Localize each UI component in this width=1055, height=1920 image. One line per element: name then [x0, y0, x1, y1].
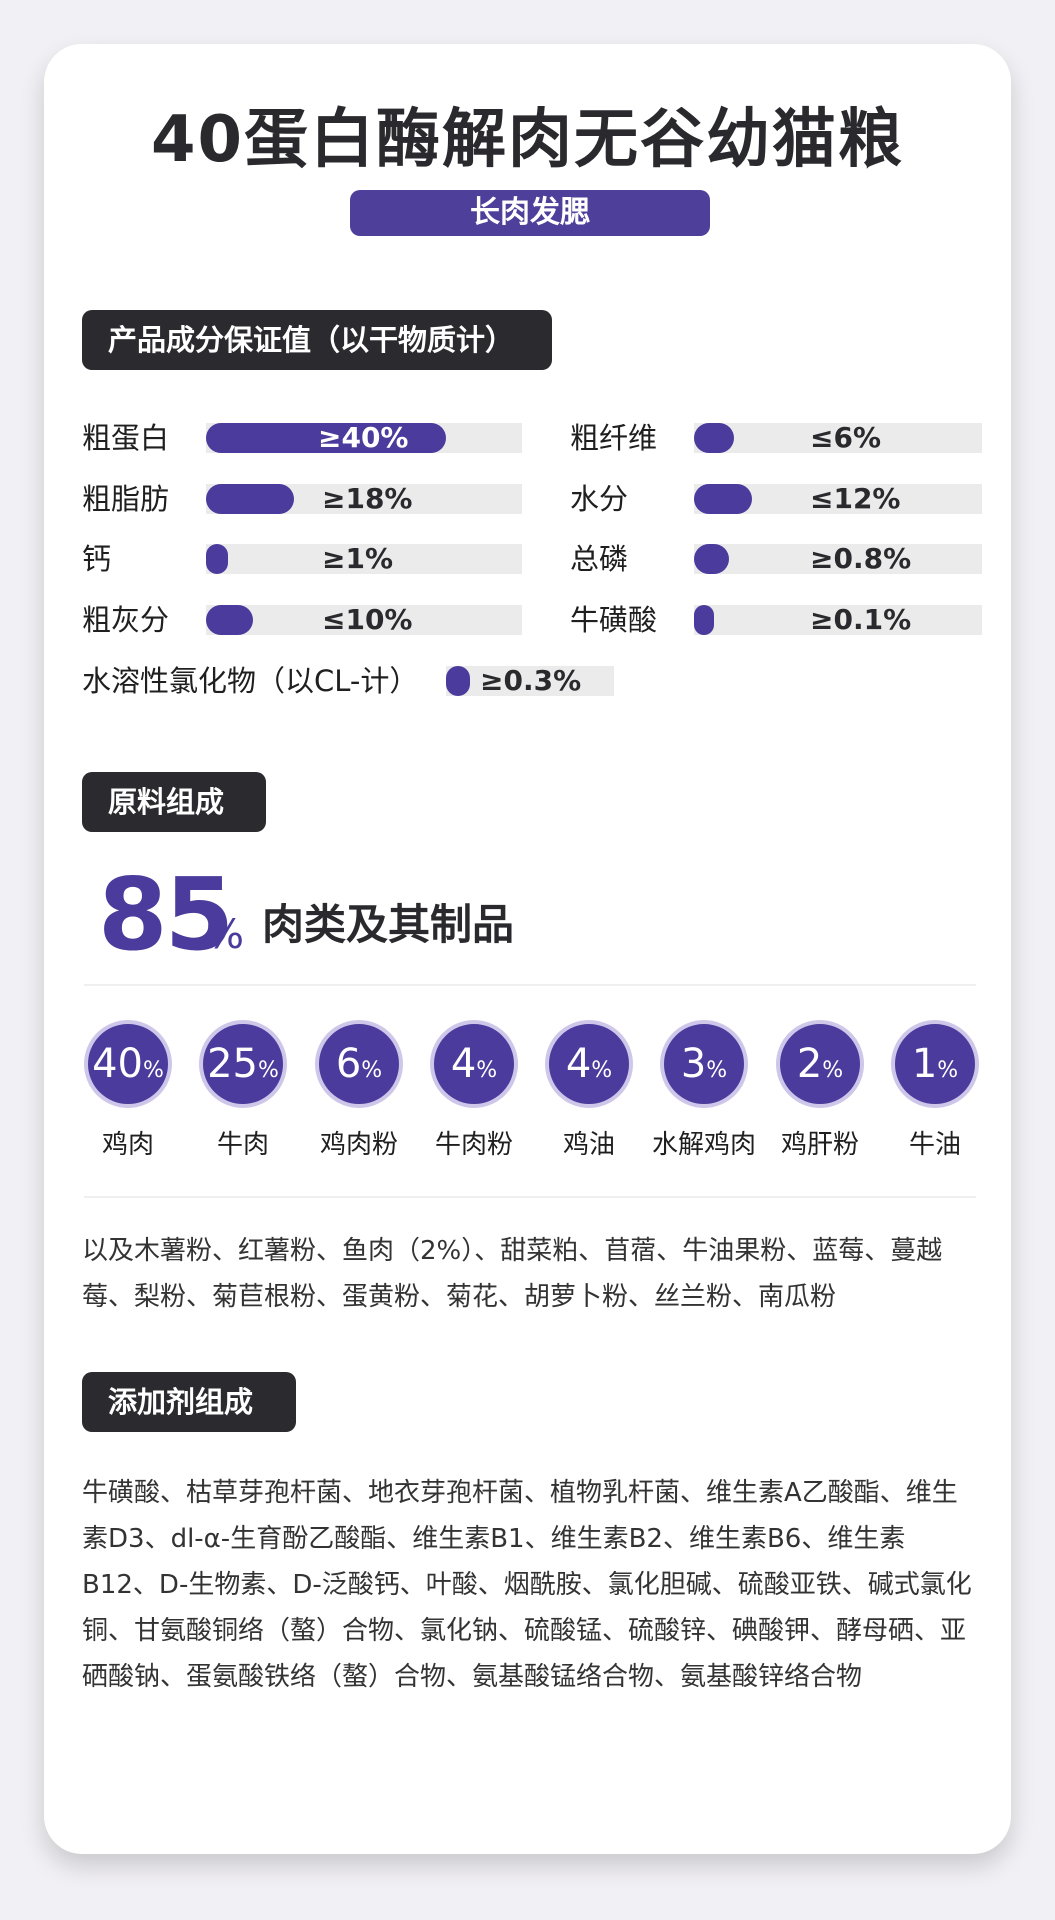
meat-description: 肉类及其制品 — [262, 900, 515, 949]
additives-text: 牛磺酸、枯草芽孢杆菌、地衣芽孢杆菌、植物乳杆菌、维生素A乙酸酯、维生素D3、dl… — [82, 1478, 972, 1692]
guarantee-heading: 产品成分保证值（以干物质计） — [82, 310, 552, 370]
nutrient-value: ≤6% — [810, 421, 881, 454]
ingredient-percent-unit: % — [476, 1058, 498, 1083]
nutrient-label: 水分 — [570, 482, 629, 516]
ingredient-percent: 4 — [450, 1041, 477, 1087]
nutrient-bar-track — [446, 666, 614, 696]
nutrient-bar-fill — [206, 484, 294, 514]
nutrient-bar-fill — [206, 544, 228, 574]
ingredient-percent-circle: 6% — [315, 1020, 403, 1108]
nutrient-value: ≥1% — [322, 542, 393, 575]
raw-heading: 原料组成 — [82, 772, 266, 832]
meat-percentage: 85 — [98, 856, 234, 973]
ingredient-percent: 1 — [911, 1041, 938, 1087]
nutrient-label: 粗蛋白 — [82, 421, 170, 455]
nutrient-bar-fill — [206, 605, 253, 635]
ingredient-percent-unit: % — [361, 1058, 383, 1083]
nutrient-value: ≤12% — [810, 482, 901, 515]
feature-tag: 长肉发腮 — [350, 190, 710, 236]
ingredient-percent-circle: 25% — [199, 1020, 287, 1108]
ingredient-name: 鸡肉 — [101, 1130, 154, 1160]
ingredient-percent: 2 — [796, 1041, 823, 1087]
ingredient-percent: 40 — [92, 1041, 143, 1087]
ingredient-name: 牛肉 — [216, 1130, 269, 1160]
other-ingredients: 以及木薯粉、红薯粉、鱼肉（2%）、甜菜粕、苜蓿、牛油果粉、蓝莓、蔓越莓、梨粉、菊… — [82, 1236, 943, 1312]
nutrient-label: 牛磺酸 — [570, 603, 658, 637]
ingredient-percent: 6 — [335, 1041, 362, 1087]
nutrient-label: 粗灰分 — [82, 603, 170, 637]
ingredient-name: 牛肉粉 — [434, 1130, 513, 1160]
nutrient-bar-track — [694, 605, 982, 635]
ingredient-name: 鸡肉粉 — [319, 1130, 398, 1160]
nutrient-value: ≥0.1% — [810, 603, 912, 636]
nutrient-bar-fill — [446, 666, 470, 696]
ingredient-percent: 25 — [207, 1041, 258, 1087]
nutrient-value: ≥40% — [318, 421, 409, 454]
nutrient-value: ≥0.8% — [810, 542, 912, 575]
nutrient-bar-track — [206, 605, 522, 635]
nutrient-value: ≥18% — [322, 482, 413, 515]
ingredient-percent-unit: % — [937, 1058, 959, 1083]
ingredient-percent-circle: 1% — [891, 1020, 979, 1108]
ingredient-percent: 3 — [680, 1041, 707, 1087]
ingredient-percent-circle: 4% — [545, 1020, 633, 1108]
nutrient-label: 粗纤维 — [570, 421, 658, 455]
nutrient-bar-track — [694, 544, 982, 574]
ingredient-percent-unit: % — [822, 1058, 844, 1083]
nutrient-label: 钙 — [82, 542, 112, 576]
ingredient-name: 水解鸡肉 — [651, 1130, 756, 1160]
ingredient-name: 鸡肝粉 — [780, 1130, 859, 1160]
nutrient-bar-fill — [694, 484, 752, 514]
ingredient-percent: 4 — [565, 1041, 592, 1087]
page-title: 40蛋白酶解肉无谷幼猫粮 — [150, 103, 905, 177]
ingredient-percent-unit: % — [258, 1058, 279, 1083]
ingredient-percent-unit: % — [143, 1058, 164, 1083]
ingredient-percent-circle: 4% — [430, 1020, 518, 1108]
divider — [84, 1196, 976, 1198]
nutrient-bar-track — [694, 423, 982, 453]
ingredient-name: 牛油 — [908, 1130, 961, 1160]
ingredient-percent-unit: % — [591, 1058, 613, 1083]
nutrient-bar-fill — [206, 423, 446, 453]
divider — [84, 984, 976, 986]
nutrient-bar-fill — [694, 605, 714, 635]
nutrient-label: 总磷 — [570, 542, 629, 576]
nutrient-label: 粗脂肪 — [82, 482, 170, 516]
nutrient-value: ≤10% — [322, 603, 413, 636]
nutrient-label: 水溶性氯化物（以CL-计） — [82, 664, 419, 698]
ingredient-percent-unit: % — [706, 1058, 728, 1083]
ingredient-percent-circle: 2% — [776, 1020, 864, 1108]
meat-percentage-unit: % — [206, 912, 245, 958]
additives-heading: 添加剂组成 — [82, 1372, 296, 1432]
ingredient-percent-circle: 40% — [84, 1020, 172, 1108]
ingredient-percent-circle: 3% — [660, 1020, 748, 1108]
ingredient-name: 鸡油 — [562, 1130, 615, 1160]
nutrient-bar-fill — [694, 423, 734, 453]
nutrient-bar-track — [206, 544, 522, 574]
nutrient-value: ≥0.3% — [480, 664, 582, 697]
nutrient-bar-fill — [694, 544, 729, 574]
